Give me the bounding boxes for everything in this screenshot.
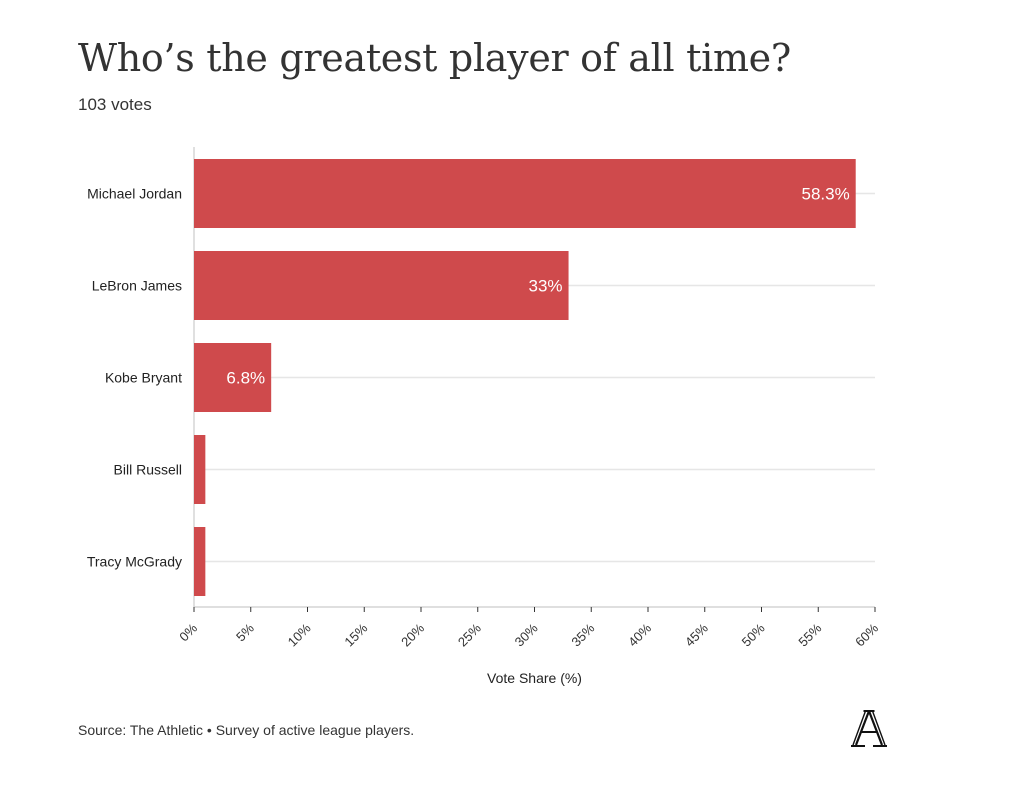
category-label: Bill Russell <box>114 462 182 478</box>
source-note: Source: The Athletic • Survey of active … <box>78 722 415 738</box>
x-tick-label: 10% <box>285 620 314 649</box>
x-tick-label: 55% <box>795 620 824 649</box>
x-axis-title: Vote Share (%) <box>487 670 582 686</box>
value-label: 33% <box>529 277 563 296</box>
value-label: 58.3% <box>802 185 850 204</box>
category-label: Tracy McGrady <box>87 554 182 570</box>
x-tick-label: 0% <box>176 620 200 644</box>
x-ticks: 0% 5% 10% 15% 20% 25% 30% 35% 40% 45% 50% 55% 60% <box>176 607 881 650</box>
bar-michael-jordan <box>194 159 856 228</box>
chart-subtitle: 103 votes <box>78 95 152 114</box>
bar-bill-russell <box>194 435 206 504</box>
bar-lebron-james <box>194 251 569 320</box>
x-tick-label: 40% <box>625 620 654 649</box>
x-tick-label: 60% <box>852 620 881 649</box>
bars <box>194 159 856 596</box>
labels: Michael Jordan 58.3% LeBron James 33% Kobe B… <box>87 185 850 570</box>
x-tick-label: 50% <box>739 620 768 649</box>
x-tick-label: 25% <box>455 620 484 649</box>
chart-title: Who’s the greatest player of all time? <box>78 36 791 80</box>
x-tick-label: 45% <box>682 620 711 649</box>
x-tick-label: 15% <box>341 620 370 649</box>
category-label: LeBron James <box>92 278 182 294</box>
x-tick-label: 35% <box>568 620 597 649</box>
category-label: Michael Jordan <box>87 186 182 202</box>
athletic-logo-icon <box>851 710 887 747</box>
x-tick-label: 20% <box>398 620 427 649</box>
gridlines <box>194 192 875 563</box>
x-tick-label: 30% <box>512 620 541 649</box>
bar-kobe-bryant <box>194 343 272 412</box>
value-label: 6.8% <box>226 369 265 388</box>
bar-tracy-mcgrady <box>194 527 206 596</box>
bar-chart: Michael Jordan 58.3% LeBron James 33% Kobe B… <box>87 147 881 686</box>
x-tick-label: 5% <box>233 620 257 644</box>
category-label: Kobe Bryant <box>105 370 182 386</box>
